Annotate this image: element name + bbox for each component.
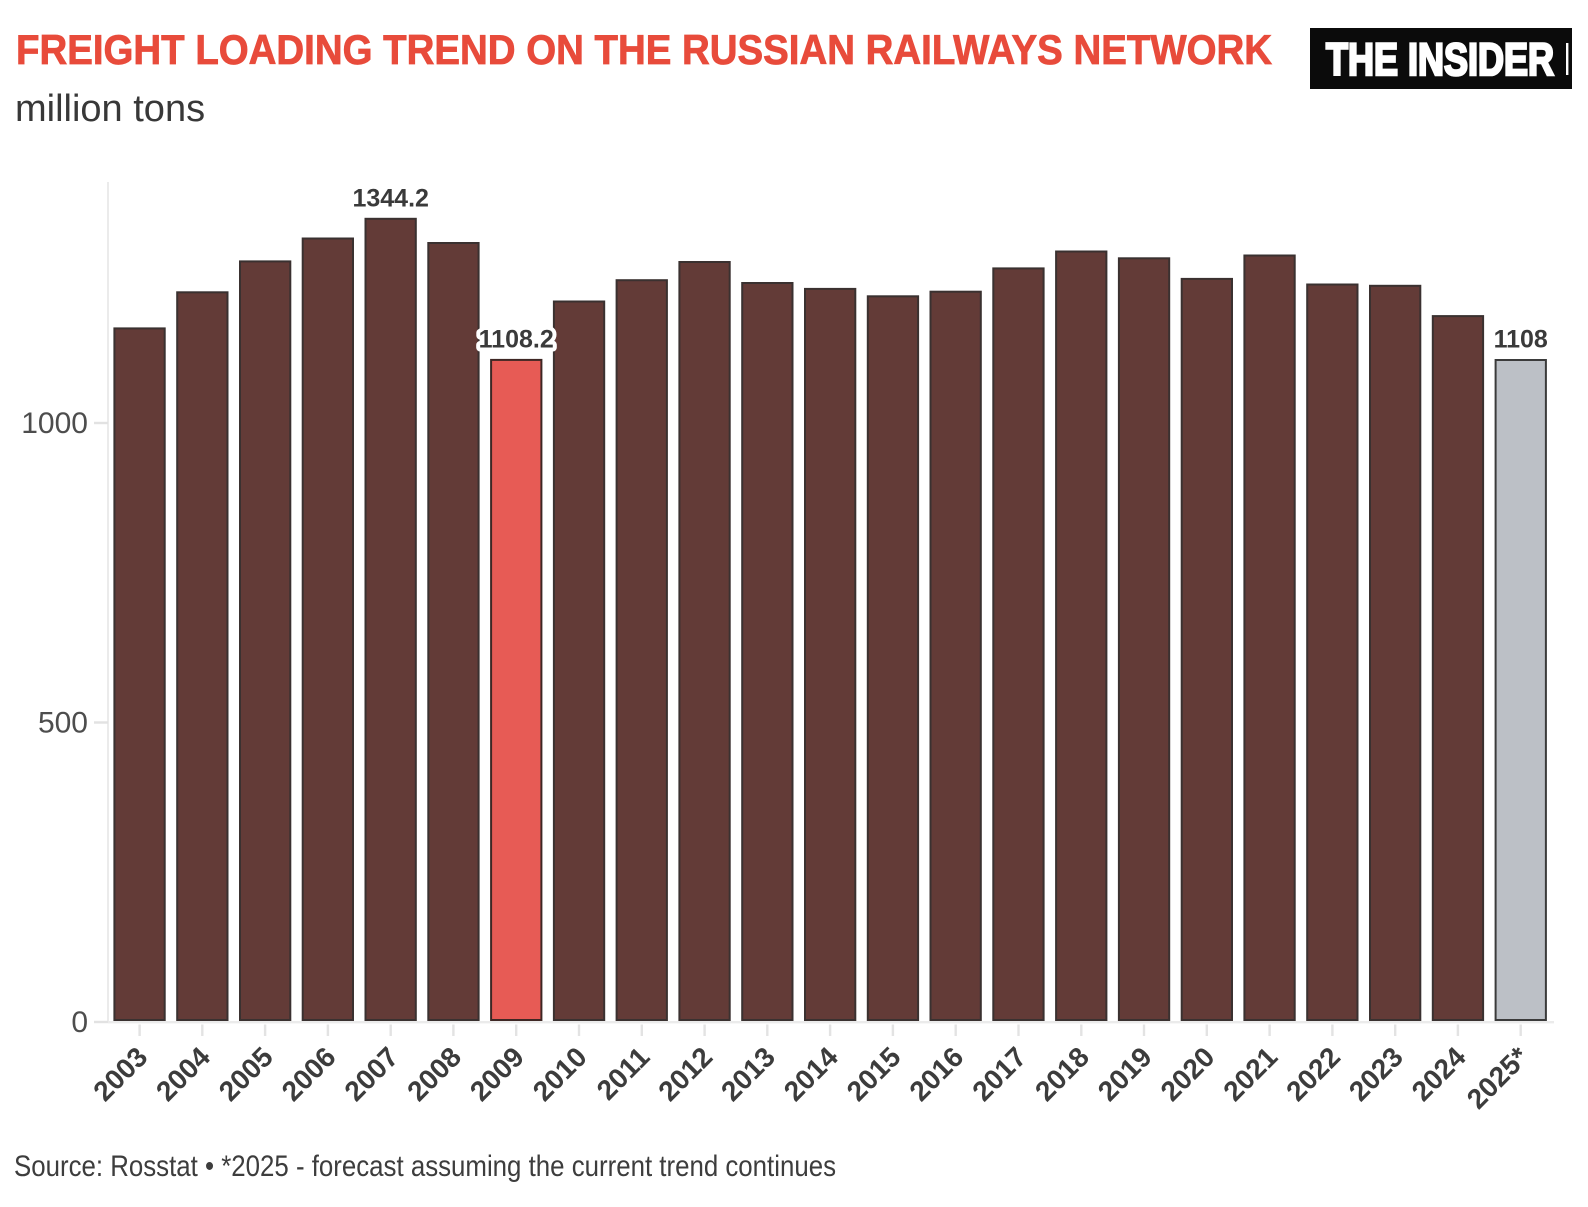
svg-text:Source: Rosstat • *2025 - fore: Source: Rosstat • *2025 - forecast assum…: [14, 1150, 836, 1183]
svg-text:0: 0: [71, 1006, 88, 1039]
svg-text:THE INSIDER: THE INSIDER: [1326, 34, 1554, 85]
svg-text:FREIGHT LOADING TREND ON THE R: FREIGHT LOADING TREND ON THE RUSSIAN RAI…: [16, 26, 1272, 73]
svg-text:1108.2: 1108.2: [479, 326, 554, 354]
svg-text:500: 500: [38, 707, 88, 740]
svg-text:million tons: million tons: [15, 88, 205, 130]
svg-text:1344.2: 1344.2: [352, 185, 428, 213]
svg-text:1000: 1000: [21, 407, 88, 440]
svg-text:1108: 1108: [1494, 326, 1548, 354]
